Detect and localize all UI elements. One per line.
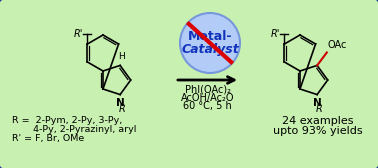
Text: Metal-: Metal- [188, 30, 232, 43]
Text: 60 °C, 5 h: 60 °C, 5 h [183, 101, 232, 111]
Text: R =  2-Pym, 2-Py, 3-Py,: R = 2-Pym, 2-Py, 3-Py, [12, 116, 122, 125]
Text: 4-Py, 2-Pyrazinyl, aryl: 4-Py, 2-Pyrazinyl, aryl [12, 125, 136, 134]
Text: N: N [313, 98, 322, 108]
Circle shape [180, 13, 240, 73]
Text: Catalyst: Catalyst [181, 44, 239, 56]
Text: PhI(OAc)₂: PhI(OAc)₂ [184, 85, 231, 95]
Text: R: R [119, 103, 125, 114]
Text: R': R' [74, 29, 83, 39]
Text: R': R' [271, 29, 280, 39]
Text: H: H [118, 52, 125, 61]
Text: R' = F, Br, OMe: R' = F, Br, OMe [12, 134, 84, 143]
Text: N: N [116, 98, 124, 108]
Text: upto 93% yields: upto 93% yields [273, 126, 363, 136]
Text: AcOH/Ac₂O: AcOH/Ac₂O [181, 93, 234, 103]
Text: OAc: OAc [328, 40, 347, 50]
Text: R: R [316, 103, 322, 114]
Text: 24 examples: 24 examples [282, 116, 354, 126]
